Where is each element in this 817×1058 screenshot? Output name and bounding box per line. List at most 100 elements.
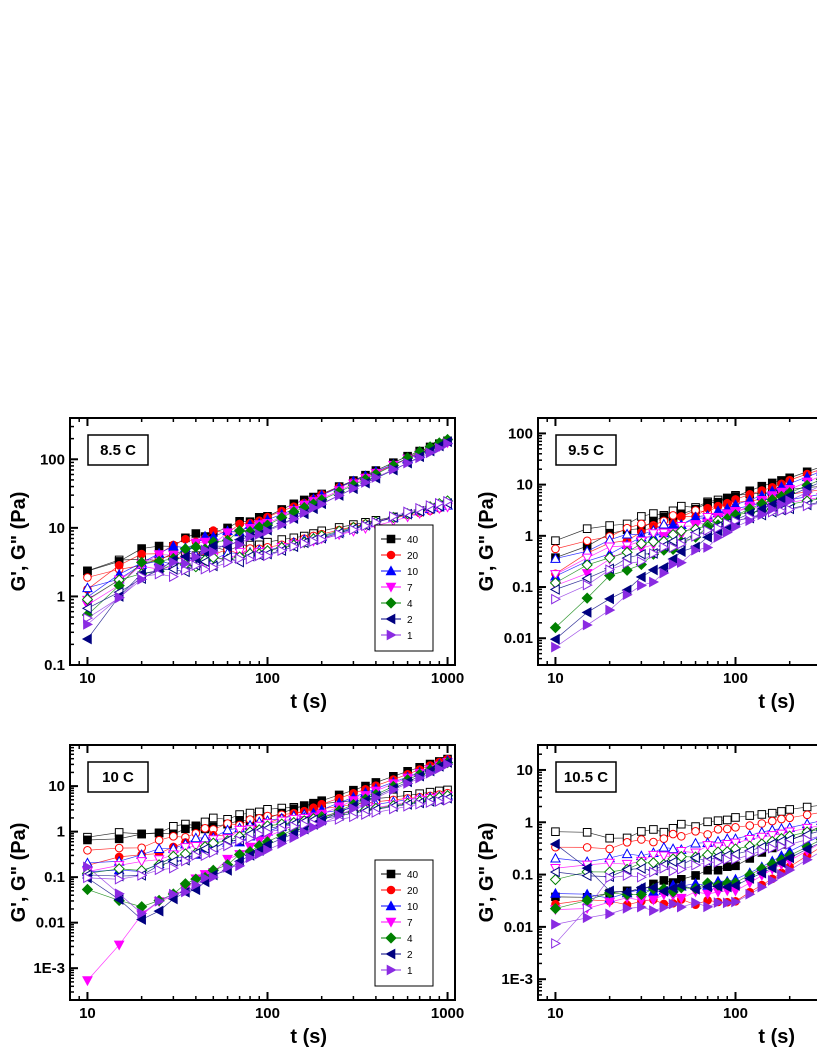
data-point-1-loss-5 — [181, 855, 192, 867]
data-point-1-loss-9 — [223, 557, 234, 568]
data-point-40-loss-8 — [676, 501, 686, 511]
data-point-1-storage-3 — [154, 895, 165, 907]
data-point-2-storage-0 — [81, 633, 92, 645]
data-point-2-storage-2 — [604, 885, 614, 897]
data-point-1-loss-4 — [637, 871, 647, 883]
data-point-1-loss-14 — [277, 823, 288, 835]
data-point-2-storage-3 — [153, 905, 164, 917]
legend-label-2: 2 — [407, 615, 413, 626]
data-point-7-loss-14 — [744, 835, 756, 845]
legend-marker-40 — [386, 534, 396, 544]
legend-label-20: 20 — [407, 886, 419, 897]
legend-box — [374, 859, 434, 987]
data-point-20-storage-2 — [137, 549, 146, 559]
data-point-40-loss-15 — [757, 810, 767, 819]
y-tick-label: 1 — [57, 588, 65, 605]
data-point-1-storage-14 — [277, 519, 288, 531]
data-point-1-storage-19 — [334, 809, 345, 821]
data-point-1-loss-5 — [649, 548, 660, 559]
data-point-10-loss-9 — [222, 824, 233, 835]
y-tick-label: 0.01 — [504, 630, 533, 647]
data-point-4-storage-0 — [549, 902, 562, 915]
data-point-7-storage-0 — [82, 976, 93, 987]
data-point-7-loss-15 — [756, 832, 768, 843]
data-point-1-storage-9 — [223, 861, 234, 873]
data-point-1-storage-10 — [703, 901, 714, 913]
data-point-7-loss-2 — [604, 858, 616, 869]
data-point-40-loss-19 — [802, 802, 812, 812]
data-point-1-storage-4 — [637, 901, 647, 913]
temperature-box — [87, 761, 149, 793]
data-point-1-loss-27 — [435, 497, 445, 509]
data-point-2-storage-7 — [667, 882, 678, 894]
data-point-1-loss-21 — [361, 520, 372, 532]
data-point-2-storage-4 — [635, 882, 646, 893]
data-point-1-loss-22 — [371, 807, 382, 818]
data-point-4-loss-8 — [675, 850, 687, 863]
data-point-1-loss-4 — [637, 556, 647, 567]
x-tick-label: 10 — [547, 1005, 564, 1022]
data-point-4-loss-8 — [675, 525, 687, 537]
data-point-1-storage-1 — [582, 912, 593, 924]
data-point-20-loss-11 — [713, 825, 723, 834]
data-point-2-loss-4 — [635, 863, 646, 874]
data-point-2-storage-10 — [702, 881, 712, 893]
data-point-7-storage-5 — [648, 895, 659, 906]
data-point-7-loss-5 — [648, 529, 659, 540]
data-point-2-loss-1 — [581, 572, 592, 584]
x-tick-label: 100 — [723, 670, 748, 687]
data-point-1-storage-28 — [443, 759, 454, 770]
data-point-1-loss-8 — [208, 847, 219, 859]
legend-marker-20 — [386, 550, 396, 560]
data-point-1-loss-4 — [169, 571, 179, 583]
data-point-1-loss-16 — [299, 537, 310, 549]
data-point-40-storage-6 — [659, 876, 669, 885]
data-point-1-loss-6 — [191, 850, 202, 861]
data-point-40-storage-5 — [181, 824, 190, 834]
x-axis-title: t (s) — [290, 1026, 327, 1048]
data-point-2-loss-4 — [635, 548, 646, 560]
y-axis-title: G', G" (Pa) — [8, 492, 30, 592]
data-point-1-storage-2 — [605, 604, 616, 616]
data-point-40-storage-1 — [114, 834, 124, 844]
legend-marker-4 — [385, 597, 397, 609]
data-point-2-storage-6 — [658, 885, 669, 897]
y-tick-label: 1E-3 — [33, 960, 65, 977]
data-point-4-storage-6 — [190, 541, 202, 553]
data-point-1-storage-20 — [349, 482, 360, 494]
data-point-1-storage-5 — [181, 558, 192, 570]
data-point-1-loss-10 — [235, 835, 246, 847]
data-point-1-storage-10 — [235, 860, 246, 872]
data-point-40-loss-6 — [659, 827, 669, 837]
data-point-7-storage-3 — [153, 550, 165, 561]
data-point-1-storage-13 — [731, 896, 742, 908]
data-point-1-loss-7 — [200, 850, 211, 862]
data-point-1-loss-18 — [785, 839, 796, 850]
y-axis-title: G', G" (Pa) — [476, 823, 498, 923]
data-point-1-loss-1 — [582, 902, 593, 914]
legend-marker-1 — [386, 964, 397, 976]
data-point-1-storage-26 — [425, 447, 436, 459]
data-point-2-storage-18 — [784, 852, 794, 864]
data-point-1-storage-24 — [403, 457, 414, 469]
data-point-1-loss-20 — [349, 811, 360, 823]
data-point-1-storage-4 — [169, 888, 179, 900]
data-point-1-storage-9 — [691, 897, 702, 909]
data-point-2-loss-4 — [167, 563, 178, 575]
data-point-1-storage-19 — [334, 490, 345, 501]
data-point-2-storage-19 — [801, 843, 812, 855]
data-point-2-loss-0 — [549, 584, 560, 595]
data-point-10-storage-0 — [550, 887, 561, 898]
data-point-1-storage-6 — [659, 902, 670, 913]
data-point-40-storage-2 — [137, 829, 146, 839]
legend-label-1: 1 — [407, 631, 413, 642]
temperature-box — [87, 434, 149, 466]
data-point-2-storage-8 — [675, 546, 686, 557]
data-point-1-storage-6 — [191, 879, 202, 891]
data-point-20-loss-4 — [637, 519, 646, 529]
data-point-1-storage-14 — [745, 888, 756, 900]
data-point-1-loss-3 — [154, 864, 165, 876]
data-point-10-loss-9 — [690, 837, 701, 848]
data-point-1-loss-15 — [289, 540, 300, 552]
